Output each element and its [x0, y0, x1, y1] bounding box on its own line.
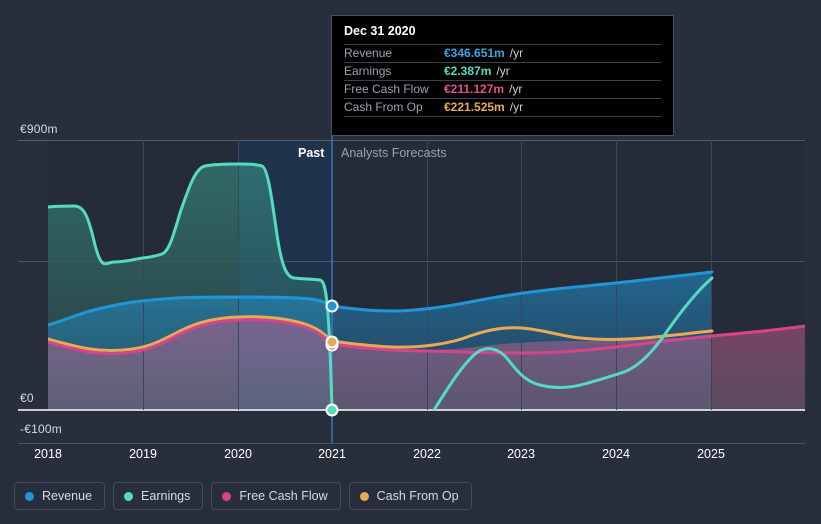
tooltip-value-cash-from-op: €221.525m: [444, 100, 505, 114]
revenue-line: [48, 270, 714, 327]
hover-markers: [325, 299, 339, 417]
tooltip-value-earnings: €2.387m: [444, 64, 492, 78]
legend-item-free-cash-flow[interactable]: Free Cash Flow: [211, 482, 341, 510]
x-axis-label-2025: 2025: [697, 447, 725, 461]
tooltip-row-cash-from-op: Cash From Op €221.525m /yr: [344, 98, 661, 116]
tooltip-label-revenue: Revenue: [344, 46, 393, 60]
x-axis-label-2018: 2018: [34, 447, 62, 461]
y-axis-label-minus100m: -€100m: [20, 422, 62, 436]
forecast-band-label: Analysts Forecasts: [341, 146, 447, 160]
legend-label-cash-from-op: Cash From Op: [376, 489, 459, 503]
marker-earnings: [325, 403, 339, 417]
tooltip-value-free-cash-flow: €211.127m: [444, 82, 505, 96]
tooltip-unit-earnings: /yr: [496, 64, 510, 78]
tooltip-label-free-cash-flow: Free Cash Flow: [344, 82, 429, 96]
tooltip-label-earnings: Earnings: [344, 64, 392, 78]
cashflow-area: [48, 319, 805, 410]
tooltip-date: Dec 31 2020: [344, 24, 416, 38]
tooltip-unit-revenue: /yr: [509, 46, 524, 60]
tooltip-row-earnings: Earnings €2.387m /yr: [344, 62, 661, 80]
tooltip-value-revenue: €346.651m: [444, 46, 505, 60]
tooltip-footer: [344, 116, 661, 125]
x-axis-label-2023: 2023: [507, 447, 535, 461]
x-axis-label-2024: 2024: [602, 447, 630, 461]
legend-item-revenue[interactable]: Revenue: [14, 482, 106, 510]
y-axis-label-900m: €900m: [20, 122, 58, 136]
tooltip-label-cash-from-op: Cash From Op: [344, 100, 423, 114]
past-band-label: Past: [298, 146, 325, 160]
legend-item-earnings[interactable]: Earnings: [113, 482, 204, 510]
tooltip-row-free-cash-flow: Free Cash Flow €211.127m /yr: [344, 80, 661, 98]
legend-item-cash-from-op[interactable]: Cash From Op: [348, 482, 472, 510]
x-axis-label-2020: 2020: [224, 447, 252, 461]
legend-label-earnings: Earnings: [141, 489, 191, 503]
x-axis-label-2022: 2022: [413, 447, 441, 461]
marker-cash-from-op: [325, 335, 339, 349]
chart-legend: Revenue Earnings Free Cash Flow Cash Fro…: [14, 482, 472, 510]
cash-from-op-color-dot-icon: [359, 491, 369, 501]
marker-revenue: [325, 299, 339, 313]
tooltip-unit-cash-from-op: /yr: [509, 100, 524, 114]
vertical-gridlines: [143, 140, 712, 410]
free-cash-flow-color-dot-icon: [222, 491, 232, 501]
revenue-color-dot-icon: [25, 491, 34, 501]
earnings-line: [48, 162, 714, 410]
x-axis-label-2021: 2021: [318, 447, 346, 461]
earnings-color-dot-icon: [124, 491, 134, 501]
legend-label-revenue: Revenue: [42, 489, 93, 503]
chart-tooltip: Dec 31 2020 Revenue €346.651m /yr Earnin…: [331, 15, 674, 136]
tooltip-row-revenue: Revenue €346.651m /yr: [344, 44, 661, 62]
free-cash-flow-line: [48, 318, 805, 355]
legend-label-free-cash-flow: Free Cash Flow: [239, 489, 328, 503]
y-axis-label-zero: €0: [20, 391, 34, 405]
tooltip-unit-free-cash-flow: /yr: [509, 82, 523, 96]
x-axis-label-2019: 2019: [129, 447, 157, 461]
